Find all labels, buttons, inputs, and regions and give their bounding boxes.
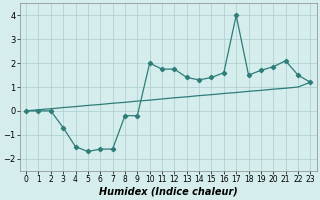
X-axis label: Humidex (Indice chaleur): Humidex (Indice chaleur) <box>99 187 237 197</box>
